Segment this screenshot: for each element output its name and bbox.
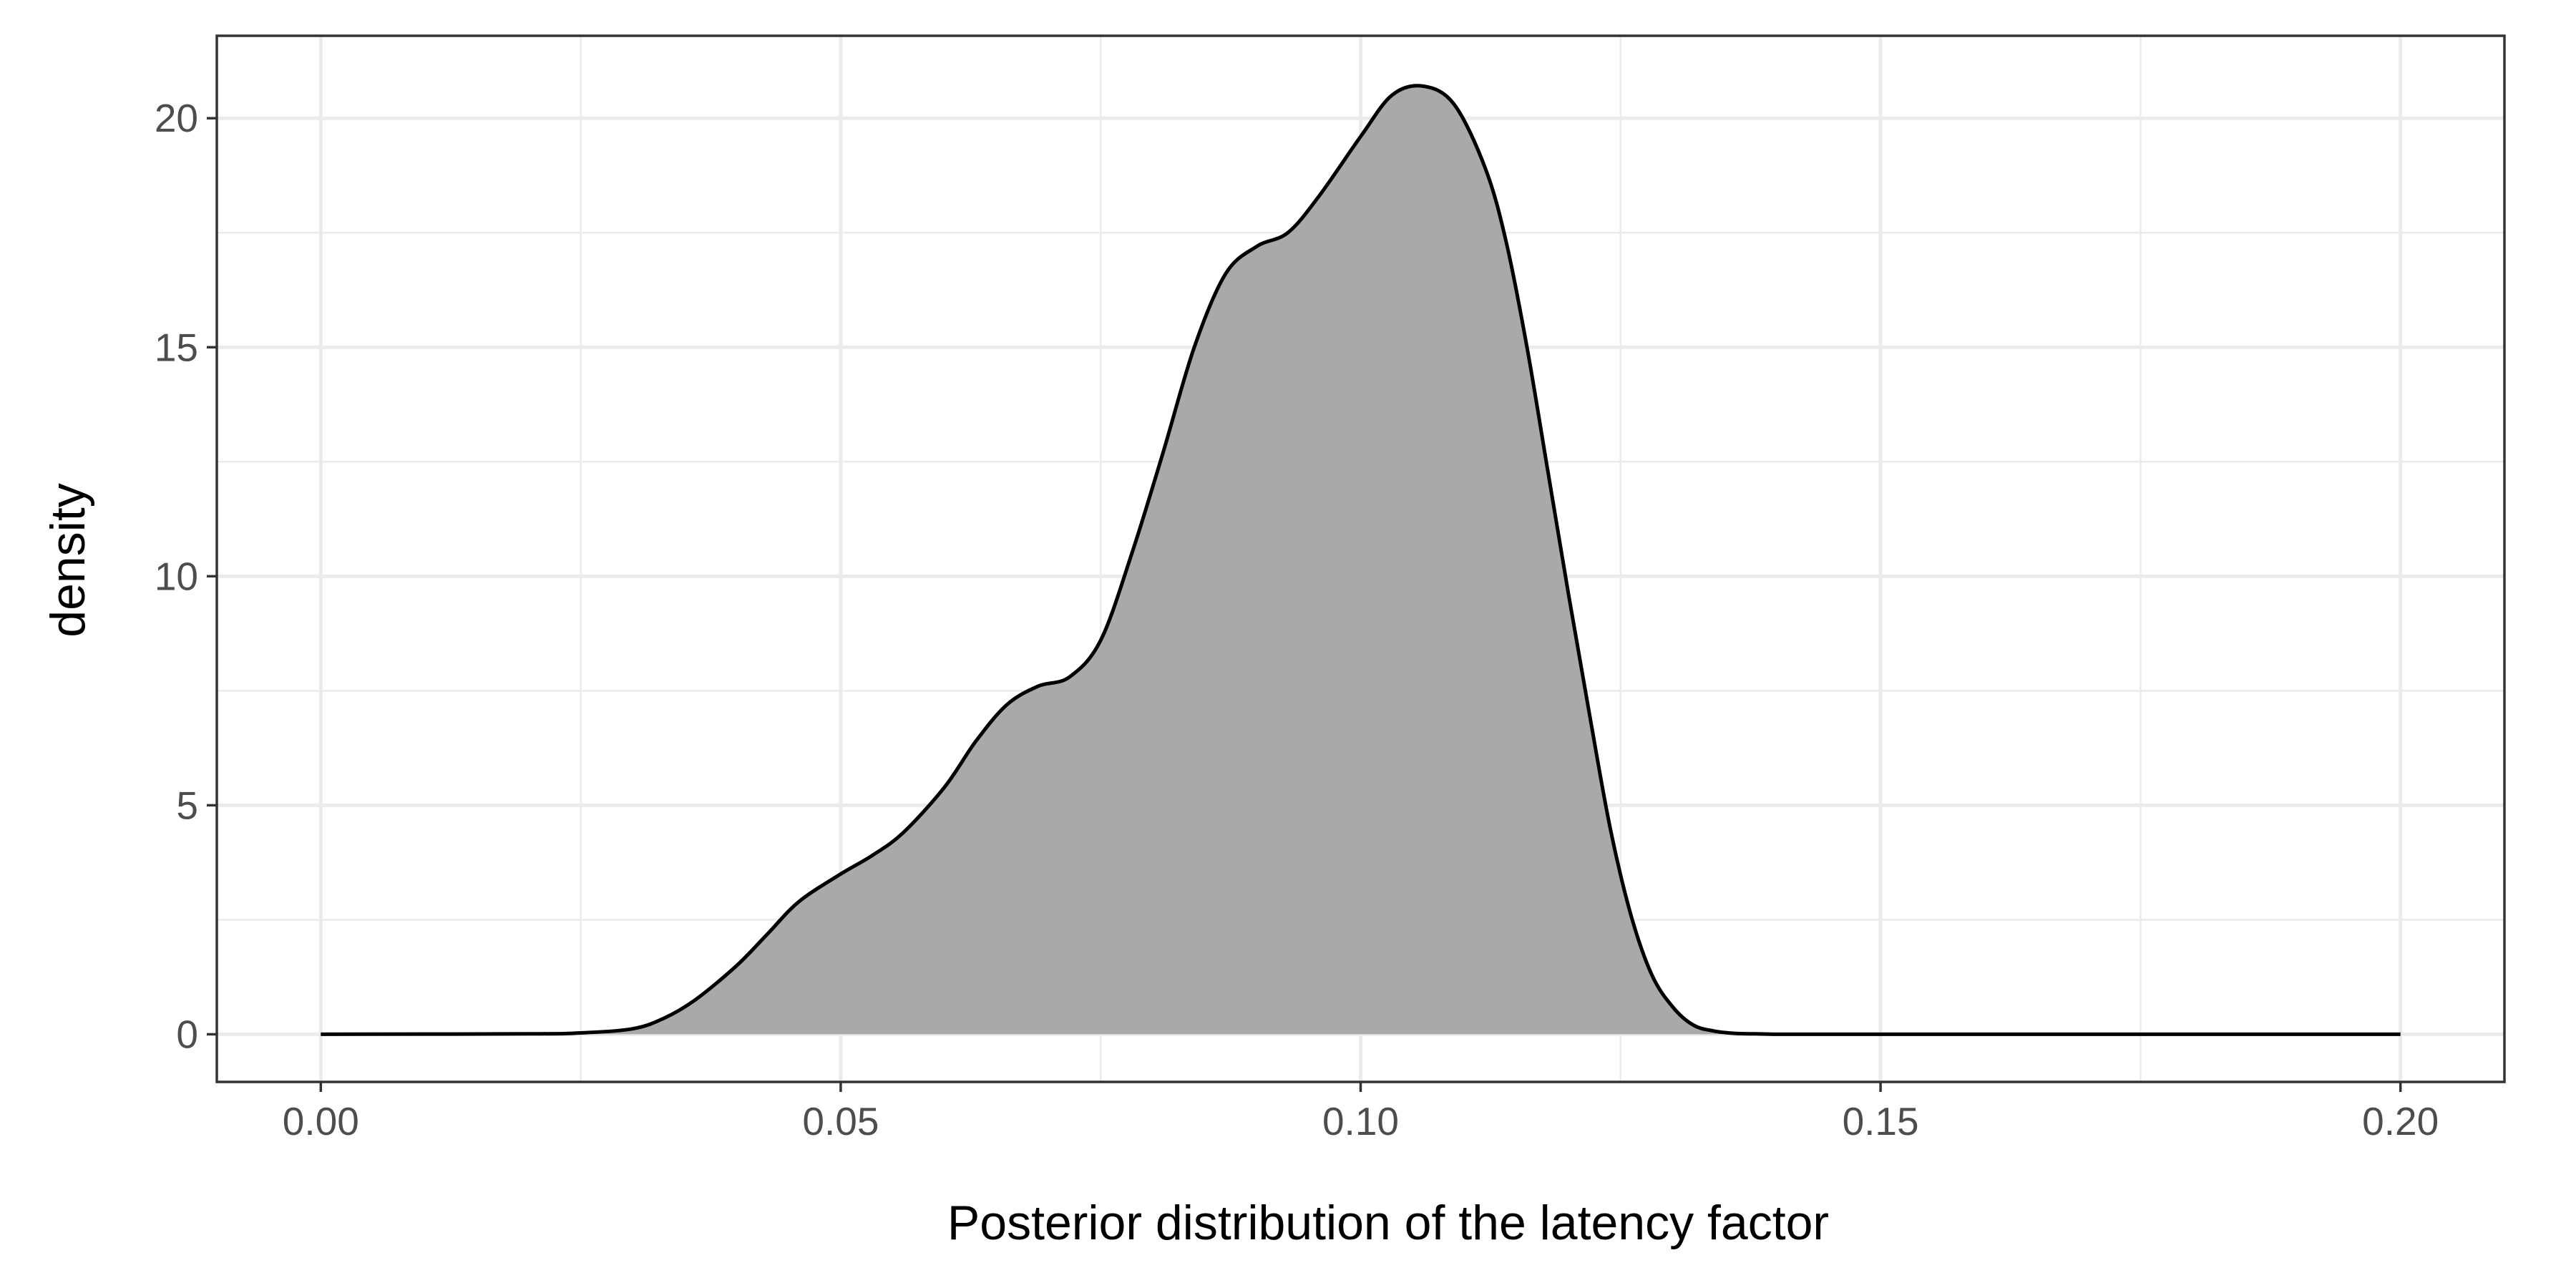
x-axis-title: Posterior distribution of the latency fa… (947, 1196, 1829, 1250)
x-tick-label: 0.00 (283, 1099, 359, 1143)
x-axis-ticks: 0.00 0.05 0.10 0.15 0.20 (283, 1082, 2439, 1143)
y-axis-title: density (41, 483, 95, 637)
y-axis-ticks: 0 5 10 15 20 (155, 96, 217, 1056)
y-tick-label: 10 (155, 554, 198, 598)
y-tick-label: 5 (176, 783, 198, 827)
density-area (321, 85, 2401, 1035)
x-tick-label: 0.05 (802, 1099, 879, 1143)
density-line (321, 84, 2401, 1036)
x-tick-label: 0.15 (1843, 1099, 1919, 1143)
y-tick-label: 0 (176, 1012, 198, 1056)
x-tick-label: 0.20 (2362, 1099, 2439, 1143)
x-tick-label: 0.10 (1322, 1099, 1399, 1143)
y-tick-label: 20 (155, 96, 198, 140)
y-tick-label: 15 (155, 325, 198, 369)
